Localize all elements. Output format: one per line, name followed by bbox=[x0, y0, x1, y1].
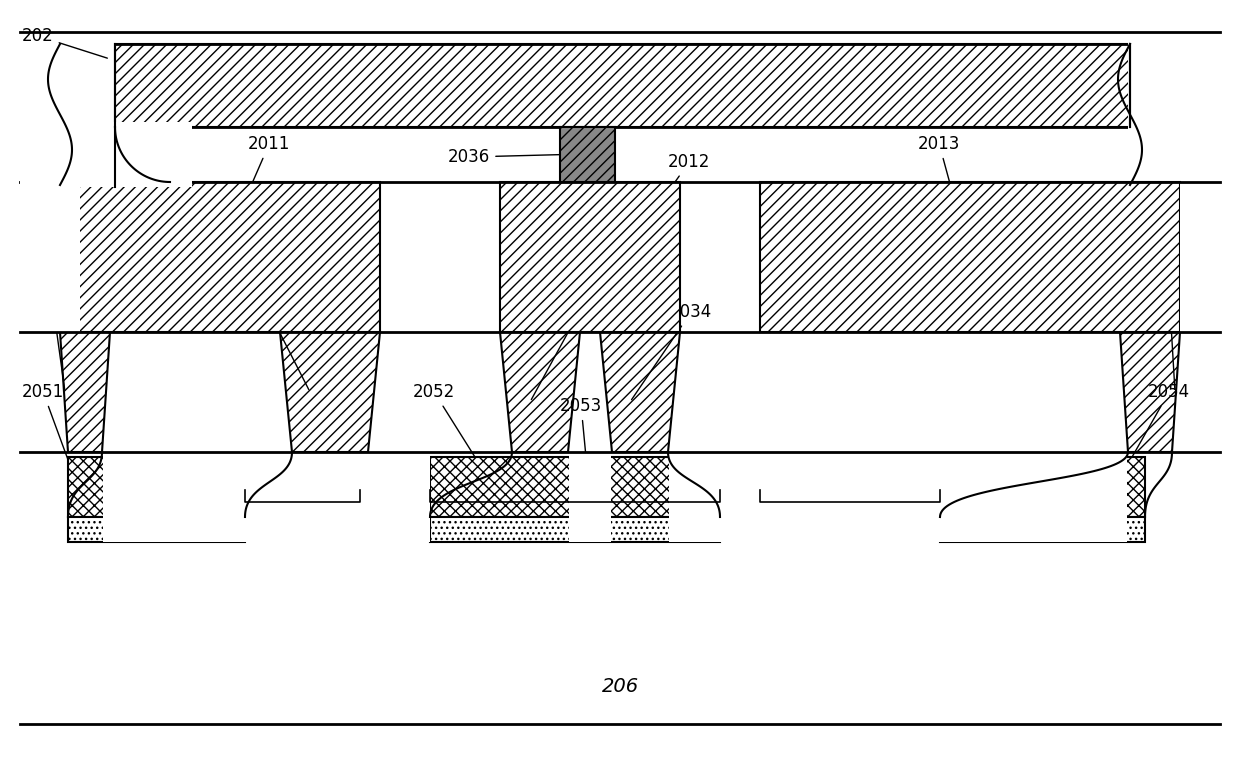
Text: 2033: 2033 bbox=[531, 303, 600, 399]
Bar bbox=[20, 122, 192, 187]
Text: 2052: 2052 bbox=[413, 383, 489, 479]
Text: 202: 202 bbox=[22, 27, 108, 58]
Text: 源极: 源极 bbox=[279, 488, 301, 506]
Bar bbox=[940, 517, 1145, 542]
Bar bbox=[430, 457, 720, 517]
Text: 2042: 2042 bbox=[1028, 460, 1136, 486]
Bar bbox=[20, 452, 1220, 724]
Polygon shape bbox=[60, 332, 110, 452]
Bar bbox=[246, 452, 430, 542]
Bar bbox=[670, 452, 1127, 542]
Text: 2012: 2012 bbox=[591, 153, 711, 299]
Bar bbox=[560, 127, 615, 182]
Bar bbox=[68, 457, 246, 517]
Text: 漏极: 漏极 bbox=[579, 488, 600, 506]
Polygon shape bbox=[500, 332, 580, 452]
Text: 2031: 2031 bbox=[30, 283, 72, 389]
Text: 2034: 2034 bbox=[631, 303, 712, 400]
Bar bbox=[20, 182, 81, 332]
Text: 2051: 2051 bbox=[22, 383, 77, 485]
Bar bbox=[1128, 39, 1240, 132]
Bar bbox=[569, 452, 611, 542]
Bar bbox=[430, 517, 720, 542]
Bar bbox=[68, 517, 246, 542]
Text: 2036: 2036 bbox=[448, 148, 562, 166]
Text: 2054: 2054 bbox=[1116, 383, 1190, 485]
Text: 2041: 2041 bbox=[108, 460, 279, 486]
Polygon shape bbox=[600, 332, 680, 452]
Text: 2032: 2032 bbox=[248, 303, 309, 389]
Text: 2053: 2053 bbox=[560, 397, 603, 496]
Polygon shape bbox=[280, 332, 379, 452]
Text: 2013: 2013 bbox=[918, 135, 970, 255]
Text: 206: 206 bbox=[601, 677, 639, 696]
Text: 2035: 2035 bbox=[1148, 283, 1190, 389]
Text: 源极: 源极 bbox=[849, 488, 870, 506]
Polygon shape bbox=[1120, 332, 1180, 452]
Bar bbox=[500, 182, 680, 332]
Bar bbox=[720, 452, 940, 542]
Bar bbox=[103, 452, 291, 542]
Bar bbox=[940, 457, 1145, 517]
Bar bbox=[1180, 182, 1220, 332]
Bar bbox=[115, 44, 1130, 127]
Bar bbox=[760, 182, 1180, 332]
Text: 2011: 2011 bbox=[221, 135, 290, 255]
Bar bbox=[60, 182, 379, 332]
